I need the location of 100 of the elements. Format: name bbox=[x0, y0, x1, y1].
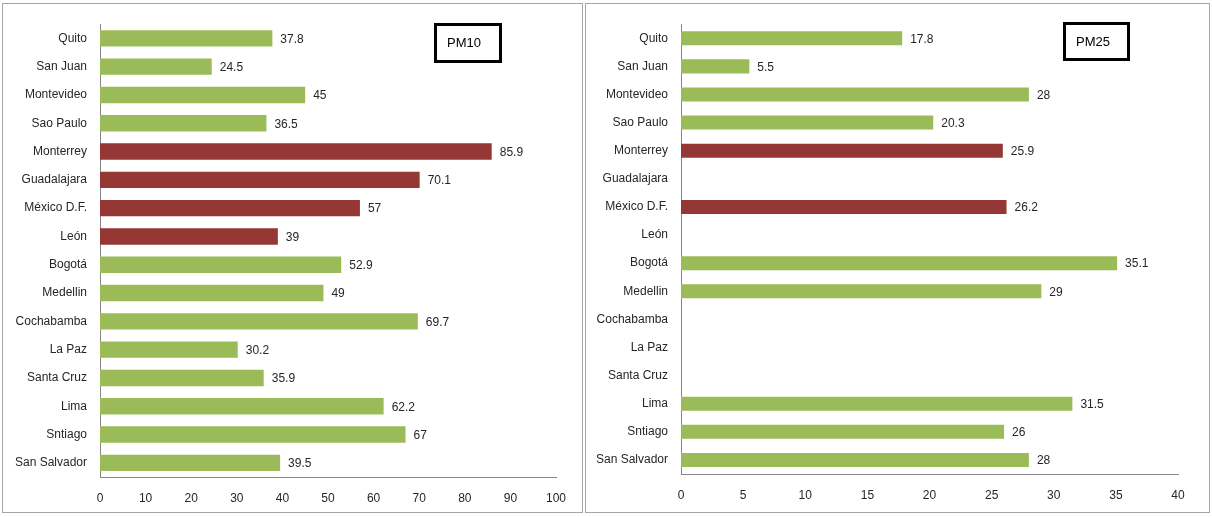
x-tick-label: 60 bbox=[366, 490, 381, 505]
y-tick-label: Quito bbox=[58, 30, 88, 45]
x-tick-label: 10 bbox=[138, 490, 153, 505]
x-tick-label: 0 bbox=[96, 490, 104, 505]
bar bbox=[681, 59, 750, 74]
data-label: 26 bbox=[1012, 425, 1026, 440]
data-label: 49 bbox=[331, 286, 346, 301]
data-label: 45 bbox=[313, 88, 327, 103]
data-label: 30.2 bbox=[245, 342, 270, 357]
bar bbox=[100, 199, 360, 217]
bar bbox=[100, 86, 306, 104]
bar bbox=[100, 313, 418, 330]
bar bbox=[100, 369, 264, 387]
bar bbox=[681, 396, 1073, 411]
y-tick-label: Medellin bbox=[42, 285, 87, 300]
x-tick-label: 20 bbox=[922, 487, 937, 502]
x-tick-label: 35 bbox=[1109, 487, 1123, 502]
x-tick-label: 30 bbox=[1047, 487, 1061, 502]
text: PM25 bbox=[1063, 22, 1130, 61]
y-tick-label: Quito bbox=[639, 30, 669, 45]
bar bbox=[681, 424, 1005, 439]
y-tick-label: Montevideo bbox=[24, 87, 88, 102]
bar bbox=[681, 256, 1118, 271]
y-tick-label: Sao Paulo bbox=[612, 114, 669, 129]
data-label: 20.3 bbox=[941, 115, 965, 130]
x-tick-label: 15 bbox=[860, 487, 875, 502]
bar bbox=[100, 115, 267, 132]
data-label: 26.2 bbox=[1014, 200, 1039, 215]
data-label: 25.9 bbox=[1010, 144, 1035, 159]
x-tick-label: 80 bbox=[458, 490, 472, 505]
y-tick-label: San Juan bbox=[36, 58, 87, 73]
bar bbox=[100, 341, 238, 358]
x-tick-label: 50 bbox=[321, 490, 335, 505]
x-tick-label: 25 bbox=[984, 487, 999, 502]
bar bbox=[681, 87, 1029, 102]
data-label: 29 bbox=[1049, 284, 1063, 299]
data-label: 28 bbox=[1036, 87, 1051, 102]
bar bbox=[100, 228, 278, 245]
y-tick-label: Medellin bbox=[623, 283, 668, 298]
y-tick-label: Bogotá bbox=[48, 257, 88, 272]
data-label: 36.5 bbox=[274, 116, 299, 131]
y-tick-label: San Salvador bbox=[14, 455, 87, 470]
bar bbox=[100, 58, 212, 75]
y-tick-label: Monterrey bbox=[613, 143, 668, 158]
data-label: 69.7 bbox=[425, 314, 450, 329]
y-tick-label: Guadalajara bbox=[602, 171, 669, 186]
text: PM10 bbox=[434, 23, 502, 63]
data-label: 35.9 bbox=[271, 371, 296, 386]
x-tick-label: 5 bbox=[739, 487, 747, 502]
x-tick-label: 40 bbox=[275, 490, 290, 505]
data-label: 17.8 bbox=[910, 31, 934, 46]
data-label: 70.1 bbox=[427, 173, 452, 188]
data-label: 62.2 bbox=[391, 399, 416, 414]
x-tick-label: 20 bbox=[184, 490, 199, 505]
bar bbox=[681, 199, 1007, 214]
x-tick-label: 0 bbox=[677, 487, 685, 502]
bar bbox=[100, 284, 324, 302]
y-tick-label: Sntiago bbox=[46, 426, 88, 441]
y-tick-label: Cochabamba bbox=[15, 313, 88, 328]
bar bbox=[681, 452, 1029, 467]
y-tick-label: La Paz bbox=[49, 341, 87, 356]
bar bbox=[100, 30, 273, 47]
y-tick-label: México D.F. bbox=[605, 199, 668, 214]
y-tick-label: Monterrey bbox=[32, 143, 87, 158]
y-tick-label: Montevideo bbox=[605, 86, 669, 101]
y-tick-label: Guadalajara bbox=[21, 172, 88, 187]
bar bbox=[681, 284, 1042, 299]
x-tick-label: 30 bbox=[230, 490, 244, 505]
y-tick-label: México D.F. bbox=[24, 200, 87, 215]
x-tick-label: 90 bbox=[503, 490, 518, 505]
y-tick-label: San Juan bbox=[617, 58, 668, 73]
y-tick-label: Cochabamba bbox=[596, 311, 669, 326]
y-tick-label: Santa Cruz bbox=[607, 367, 668, 382]
bar bbox=[100, 171, 420, 189]
data-label: 52.9 bbox=[349, 258, 373, 273]
x-tick-label: 10 bbox=[798, 487, 813, 502]
x-tick-label: 100 bbox=[545, 490, 567, 505]
bar bbox=[100, 143, 492, 160]
y-tick-label: Lima bbox=[641, 396, 669, 411]
data-label: 39 bbox=[285, 229, 300, 244]
y-tick-label: Bogotá bbox=[629, 255, 669, 270]
bar bbox=[100, 426, 406, 443]
bar bbox=[100, 454, 281, 472]
data-label: 24.5 bbox=[219, 59, 244, 74]
x-tick-label: 70 bbox=[412, 490, 427, 505]
bar bbox=[681, 115, 934, 130]
y-tick-label: Sntiago bbox=[627, 424, 669, 439]
bar bbox=[681, 143, 1003, 158]
y-tick-label: León bbox=[60, 228, 87, 243]
data-label: 85.9 bbox=[499, 144, 524, 159]
data-label: 28 bbox=[1036, 453, 1051, 468]
y-tick-label: Sao Paulo bbox=[31, 115, 88, 130]
y-tick-label: Lima bbox=[60, 398, 88, 413]
y-tick-label: Santa Cruz bbox=[26, 370, 87, 385]
x-tick-label: 40 bbox=[1171, 487, 1185, 502]
data-label: 37.8 bbox=[280, 31, 305, 46]
bar bbox=[100, 398, 384, 415]
bar bbox=[100, 256, 342, 273]
data-label: 35.1 bbox=[1125, 256, 1149, 271]
data-label: 57 bbox=[367, 201, 382, 216]
